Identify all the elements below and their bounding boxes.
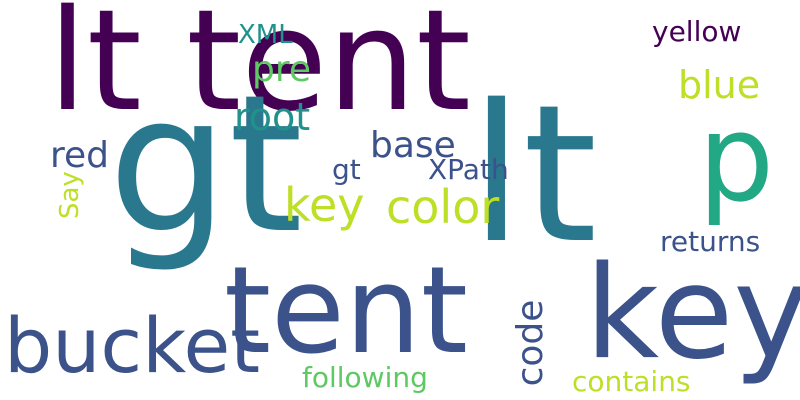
word-lt-tent: lt tent bbox=[48, 0, 471, 143]
word-root: root bbox=[234, 95, 311, 139]
word-base: base bbox=[370, 125, 456, 166]
word-blue: blue bbox=[678, 63, 761, 107]
word-color: color bbox=[386, 180, 500, 234]
word-gt: gt bbox=[108, 54, 304, 275]
word-pre: pre bbox=[252, 49, 312, 90]
word-key-small: key bbox=[284, 178, 365, 232]
word-gt-small: gt bbox=[332, 153, 361, 186]
word-xpath: XPath bbox=[428, 153, 509, 186]
word-lt: lt bbox=[470, 64, 598, 285]
word-red: red bbox=[50, 135, 110, 176]
word-xml: XML bbox=[238, 20, 293, 50]
word-say: Say bbox=[55, 171, 85, 219]
word-following: following bbox=[302, 361, 428, 394]
word-tent: tent bbox=[224, 242, 468, 381]
word-returns: returns bbox=[660, 225, 761, 258]
word-contains: contains bbox=[572, 365, 691, 398]
word-yellow: yellow bbox=[652, 15, 742, 48]
word-code: code bbox=[510, 299, 551, 387]
word-p: p bbox=[698, 90, 775, 229]
word-bucket: bucket bbox=[4, 301, 261, 390]
word-key-large: key bbox=[585, 239, 800, 388]
